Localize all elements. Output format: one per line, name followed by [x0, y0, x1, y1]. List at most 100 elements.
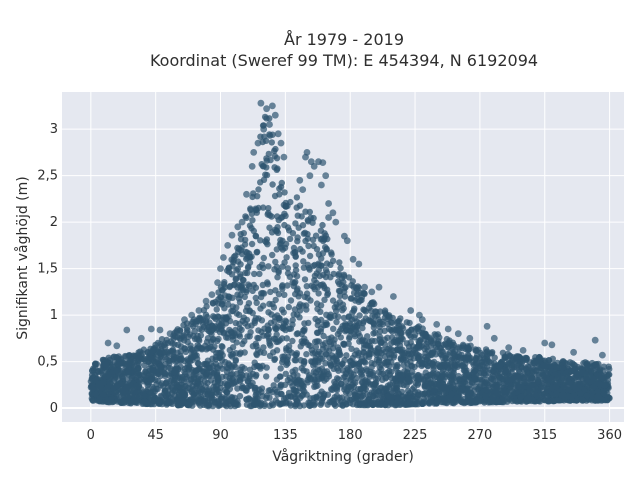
data-point	[348, 295, 355, 302]
data-point	[265, 309, 272, 316]
data-point	[455, 350, 462, 358]
data-point	[149, 392, 156, 400]
data-point	[173, 380, 180, 388]
data-point	[606, 371, 613, 378]
data-point	[577, 390, 584, 397]
data-point	[282, 203, 290, 210]
data-point	[171, 368, 178, 376]
data-point	[195, 307, 203, 314]
data-point	[481, 399, 488, 406]
data-point	[376, 323, 383, 331]
data-point	[236, 392, 244, 400]
data-point	[330, 325, 337, 332]
data-point	[535, 377, 542, 385]
data-point	[130, 352, 137, 359]
data-point	[289, 382, 296, 390]
data-point	[193, 335, 201, 342]
data-point	[535, 371, 542, 378]
data-point	[113, 342, 121, 350]
data-point	[454, 363, 461, 370]
data-point	[329, 397, 336, 404]
data-point	[427, 376, 434, 383]
data-point	[245, 281, 252, 288]
data-point	[204, 344, 212, 352]
data-point	[483, 322, 491, 330]
data-point	[560, 358, 567, 366]
data-point	[166, 330, 174, 338]
data-point	[422, 353, 429, 361]
data-point	[136, 381, 143, 388]
data-point	[332, 402, 339, 409]
data-point	[368, 299, 375, 307]
data-point	[230, 259, 237, 266]
data-point	[293, 194, 301, 201]
data-point	[266, 131, 273, 138]
data-point	[482, 379, 490, 386]
data-point	[234, 244, 241, 252]
data-point	[195, 375, 202, 383]
data-point	[204, 391, 212, 398]
data-point	[303, 283, 310, 290]
data-point	[255, 186, 262, 193]
y-tick-label: 1	[50, 308, 58, 323]
data-point	[236, 378, 244, 385]
data-point	[234, 385, 241, 392]
data-point	[201, 396, 209, 403]
data-point	[174, 395, 182, 402]
data-point	[406, 401, 414, 408]
data-point	[234, 265, 241, 273]
data-point	[328, 251, 335, 258]
data-point	[218, 343, 225, 350]
data-point	[160, 369, 167, 376]
data-point	[226, 377, 233, 385]
data-point	[291, 279, 298, 287]
data-point	[476, 383, 483, 391]
data-point	[340, 273, 348, 280]
data-point	[114, 354, 121, 362]
data-point	[293, 204, 300, 211]
data-point	[215, 335, 222, 343]
data-point	[330, 340, 337, 347]
data-point	[301, 326, 308, 333]
data-point	[113, 382, 120, 390]
data-point	[238, 384, 246, 392]
data-point	[211, 368, 218, 375]
data-point	[310, 214, 317, 222]
data-point	[215, 296, 222, 303]
y-tick-label: 0,5	[37, 355, 58, 370]
data-point	[351, 395, 358, 402]
data-point	[278, 179, 285, 187]
data-point	[325, 214, 332, 221]
data-point	[148, 355, 156, 363]
data-point	[256, 263, 263, 271]
data-point	[253, 206, 260, 214]
data-point	[397, 315, 404, 322]
data-point	[239, 317, 246, 325]
data-point	[431, 386, 438, 393]
data-point	[366, 338, 373, 346]
data-point	[172, 333, 179, 340]
data-point	[163, 336, 170, 344]
data-point	[336, 328, 343, 335]
data-point	[248, 240, 256, 248]
data-point	[552, 383, 560, 391]
data-point	[336, 351, 343, 358]
data-point	[287, 297, 295, 304]
data-point	[326, 354, 333, 361]
data-point	[276, 373, 284, 380]
data-point	[228, 353, 236, 360]
data-point	[271, 147, 278, 155]
data-point	[310, 394, 317, 402]
data-point	[538, 382, 546, 390]
data-point	[313, 378, 320, 385]
data-point	[208, 326, 216, 334]
data-point	[267, 319, 275, 326]
data-point	[269, 251, 276, 259]
data-point	[289, 230, 297, 237]
data-point	[450, 369, 457, 377]
x-tick-label: 135	[273, 428, 298, 443]
data-point	[327, 311, 334, 318]
data-point	[226, 317, 234, 325]
data-point	[125, 352, 132, 359]
data-point	[191, 328, 198, 335]
